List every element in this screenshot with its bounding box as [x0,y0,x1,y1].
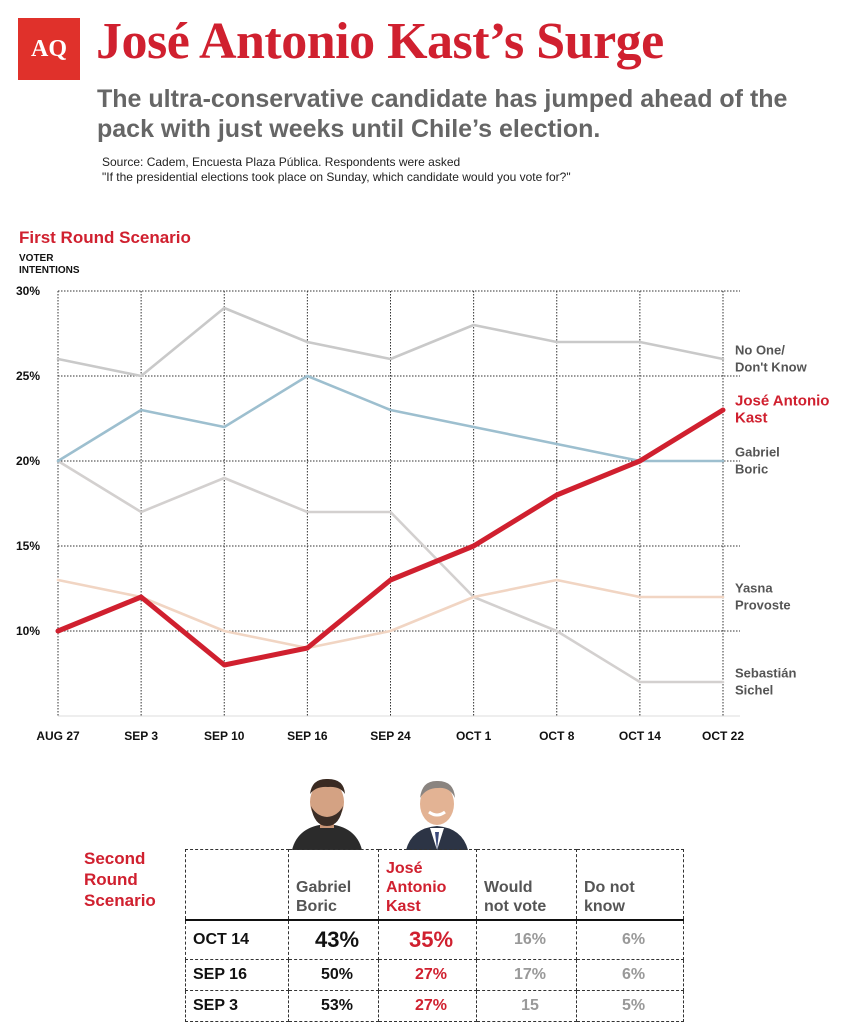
x-tick-label: SEP 3 [124,729,158,743]
y-tick-labels: 10% 15% 20% 25% 30% [16,284,40,638]
y-axis-label: VOTER INTENTIONS [19,253,80,276]
header-line: know [584,898,625,915]
header-line: Antonio [386,879,447,896]
x-tick-label: SEP 24 [370,729,411,743]
page-title: José Antonio Kast’s Surge [96,13,664,70]
cell-do-not-know: 5% [576,990,684,1022]
y-tick-label: 20% [16,454,40,468]
series-line [55,407,726,668]
series-labels: No One/Don't Know Sebastián Sichel Yasna Pro… [735,343,829,698]
table-row: SEP 3 53% 27% 15 5% [185,990,684,1022]
series-label: No One/ [735,343,785,358]
gabriel-boric-photo [292,778,362,850]
row-date: SEP 16 [185,959,289,991]
cell-boric: 50% [288,959,379,991]
row-date: SEP 3 [185,990,289,1022]
cell-do-not-know: 6% [576,959,684,991]
row-date: OCT 14 [185,919,289,960]
header-line: Kast [386,898,421,915]
series-line [56,578,725,650]
source-line-2: "If the presidential elections took plac… [102,170,571,184]
y-tick-label: 10% [16,624,40,638]
header-kast: José Antonio Kast [378,849,477,921]
header-do-not-know: Do not know [576,849,684,921]
cell-do-not-know: 6% [576,919,684,960]
line-chart: 10% 15% 20% 25% 30% AUG 27 SEP 3 SEP 10 SEP 16 S… [16,284,829,743]
header-blank [185,849,289,921]
x-tick-label: AUG 27 [36,729,80,743]
y-tick-label: 30% [16,284,40,298]
series-label: Sichel [735,683,773,698]
y-tick-label: 15% [16,539,40,553]
cell-kast: 27% [378,959,477,991]
y-tick-label: 25% [16,369,40,383]
header-line: Do not [584,879,635,896]
header-would-not-vote: Would not vote [476,849,577,921]
series-label: Kast [735,410,768,427]
series-label: José Antonio [735,393,829,410]
cell-kast: 35% [378,919,477,960]
page-subtitle: The ultra-conservative candidate has jum… [97,85,788,143]
aq-logo: AQ [18,18,80,80]
x-tick-label: OCT 8 [539,729,575,743]
second-round-title-line: Scenario [84,891,156,910]
second-round-title-line: Round [84,870,138,889]
x-tick-label: SEP 16 [287,729,328,743]
cell-would-not-vote: 16% [476,919,577,960]
cell-boric: 53% [288,990,379,1022]
source-line-1: Source: Cadem, Encuesta Plaza Pública. R… [102,155,461,169]
x-tick-label: OCT 14 [619,729,661,743]
series-label: Don't Know [735,360,808,375]
series-label: Provoste [735,598,791,613]
series-label: Boric [735,462,768,477]
cell-boric: 43% [288,919,379,960]
second-round-table: Gabriel Boric José Antonio Kast Would no… [185,849,684,1022]
second-round-title-line: Second [84,849,146,868]
series-lines [55,306,726,684]
source-note: Source: Cadem, Encuesta Plaza Pública. R… [102,155,571,185]
series-label: Yasna [735,581,773,596]
second-round-title: Second Round Scenario [84,848,184,911]
series-label: Gabriel [735,445,780,460]
x-tick-label: SEP 10 [204,729,245,743]
chart-title: First Round Scenario [19,228,191,247]
cell-would-not-vote: 17% [476,959,577,991]
series-line [56,374,725,463]
header-line: Boric [296,898,337,915]
x-tick-labels: AUG 27 SEP 3 SEP 10 SEP 16 SEP 24 OCT 1 OCT 8 O… [36,729,744,743]
x-tick-label: OCT 22 [702,729,744,743]
series-label: Sebastián [735,666,796,681]
header-line: not vote [484,898,547,915]
table-row: OCT 14 43% 35% 16% 6% [185,919,684,960]
series-line [56,306,725,378]
jose-antonio-kast-photo [406,780,468,850]
table-row: SEP 16 50% 27% 17% 6% [185,959,684,991]
header-boric: Gabriel Boric [288,849,379,921]
header-line: Would [484,879,533,896]
x-tick-label: OCT 1 [456,729,492,743]
table-header-row: Gabriel Boric José Antonio Kast Would no… [185,849,684,921]
header-line: Gabriel [296,879,352,896]
series-line [56,459,725,684]
header-line: José [386,860,423,877]
cell-kast: 27% [378,990,477,1022]
cell-would-not-vote: 15 [476,990,577,1022]
